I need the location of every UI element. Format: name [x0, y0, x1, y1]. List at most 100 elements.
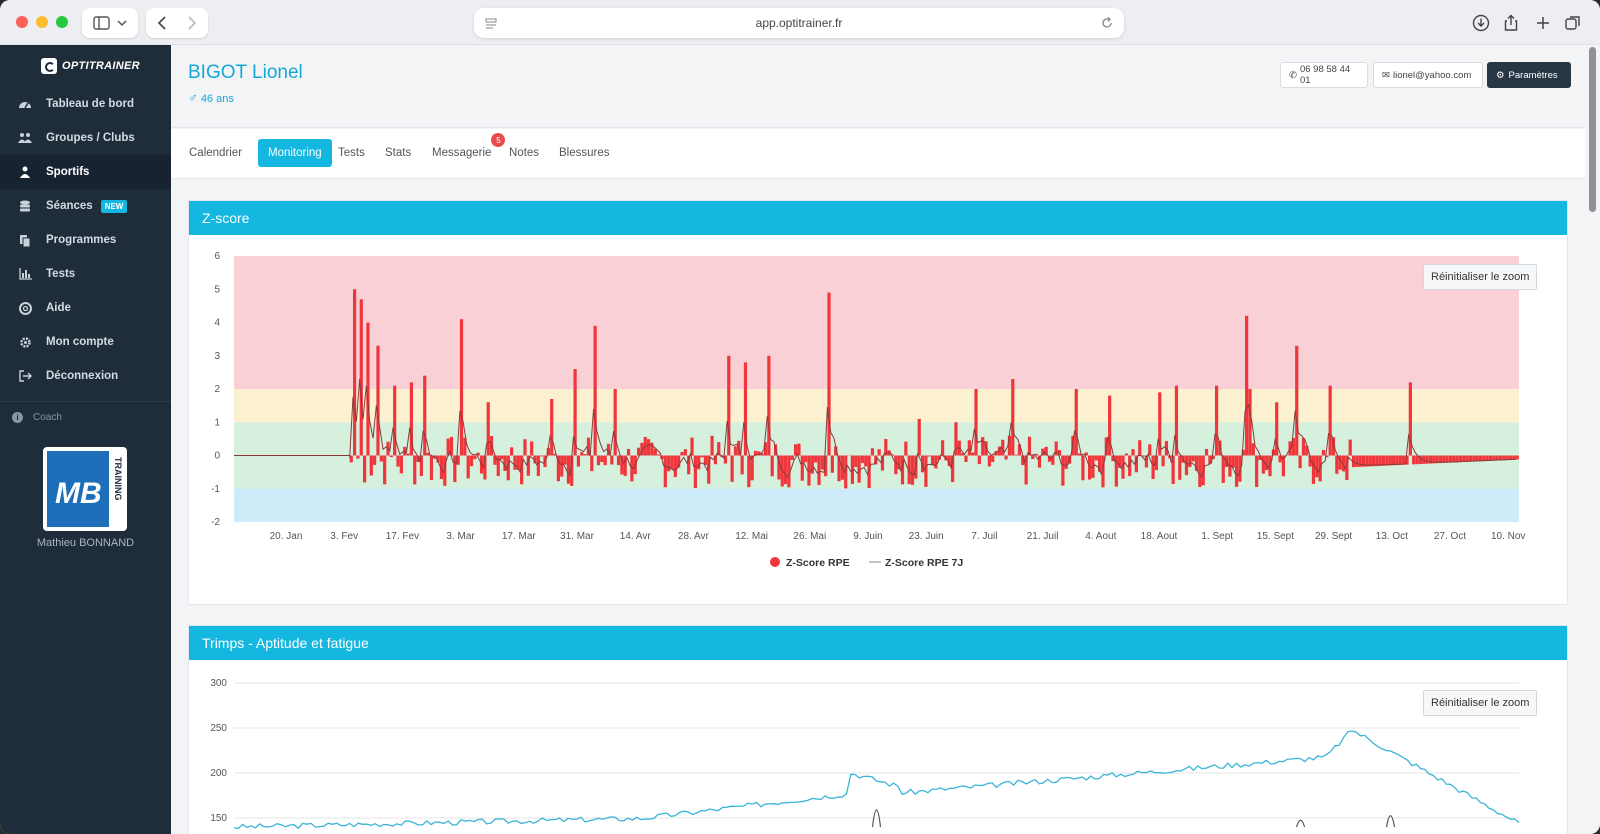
sidebar-item-aide[interactable]: Aide	[0, 291, 171, 325]
x-tick-label: 17. Mar	[502, 531, 537, 542]
z-score-rpe-bar	[917, 418, 921, 456]
z-score-rpe-bar	[1281, 455, 1285, 477]
y-tick-label: 3	[214, 351, 220, 362]
z-score-rpe-bar	[463, 437, 467, 456]
forward-icon[interactable]	[188, 16, 197, 30]
unread-count-badge: 5	[491, 133, 506, 147]
z-score-rpe-bar	[593, 325, 597, 456]
x-tick-label: 21. Juil	[1027, 531, 1059, 542]
zoom-window-button[interactable]	[56, 16, 68, 28]
z-score-rpe-bar	[550, 398, 554, 456]
z-score-rpe-bar	[1358, 455, 1362, 467]
trimps-chart[interactable]: 300 250 200 150	[189, 661, 1567, 834]
y-tick-label: 1	[214, 417, 220, 428]
z-score-rpe-bar	[733, 446, 738, 456]
minimize-window-button[interactable]	[36, 16, 48, 28]
scrollbar-thumb[interactable]	[1589, 47, 1596, 212]
settings-button[interactable]: ⚙ Paramètres	[1487, 62, 1571, 88]
sidebar-item-label: Séances	[46, 200, 93, 212]
sidebar-item-programmes[interactable]: Programmes	[0, 223, 171, 257]
z-score-rpe-bar	[1158, 392, 1162, 456]
z-score-rpe-bar	[844, 455, 848, 489]
back-icon[interactable]	[157, 16, 166, 30]
z-score-rpe-bar	[1498, 455, 1503, 461]
x-tick-label: 9. Juin	[853, 531, 882, 542]
zone-band	[234, 256, 1519, 389]
gear-icon	[18, 335, 32, 349]
z-score-rpe-bar	[1057, 450, 1062, 456]
z-score-rpe-bar	[513, 455, 517, 470]
y-tick-label: 2	[214, 384, 220, 395]
tab-calendrier[interactable]: Calendrier	[189, 147, 243, 159]
z-score-rpe-bar	[533, 455, 537, 464]
z-score-rpe-bar	[383, 455, 387, 485]
aptitude-line	[233, 730, 1520, 830]
z-score-rpe-bar	[1512, 455, 1516, 460]
tab-tests[interactable]: Tests	[338, 147, 365, 159]
z-score-rpe-bar	[1128, 455, 1132, 477]
z-score-rpe-bar	[1124, 453, 1128, 456]
z-score-rpe-bar	[1385, 455, 1389, 466]
download-icon[interactable]	[1470, 12, 1492, 34]
z-score-rpe-bar	[1098, 455, 1102, 472]
z-score-rpe-bar	[1355, 455, 1359, 467]
sidebar-toggle-button[interactable]	[82, 8, 138, 38]
tab-messagerie[interactable]: Messagerie 5	[422, 133, 506, 167]
share-icon[interactable]	[1500, 12, 1522, 34]
browser-toolbar: app.optitrainer.fr	[0, 0, 1600, 45]
close-window-button[interactable]	[16, 16, 28, 28]
z-score-rpe-bar	[981, 437, 985, 456]
z-score-rpe-bar	[379, 455, 383, 462]
page-settings-icon[interactable]	[484, 16, 498, 33]
z-score-rpe-bar	[660, 455, 664, 459]
zscore-chart[interactable]: 6 5 4 3 2 1 0 -1 -2 20. Jan 3. Fev 17. Fev 3. Mar 17.…	[189, 236, 1567, 604]
z-score-rpe-bar	[827, 292, 831, 456]
z-score-rpe-bar	[396, 455, 400, 467]
z-score-rpe-bar	[423, 375, 427, 456]
tab-stats[interactable]: Stats	[385, 147, 412, 159]
reload-icon[interactable]	[1100, 16, 1114, 33]
app-brand[interactable]: OPTITRAINER	[0, 45, 171, 87]
phone-button[interactable]: ✆ 06 98 58 44 01	[1280, 62, 1368, 88]
sidebar-item-seances[interactable]: Séances NEW	[0, 189, 171, 223]
reset-zoom-button[interactable]: Réinitialiser le zoom	[1423, 690, 1538, 716]
z-score-rpe-bar	[626, 448, 631, 456]
x-tick-label: 31. Mar	[560, 531, 595, 542]
y-tick-label: 4	[214, 318, 220, 329]
phone-icon: ✆	[1289, 69, 1297, 81]
tab-blessures[interactable]: Blessures	[559, 147, 610, 159]
sidebar-item-label: Aide	[46, 302, 71, 314]
z-score-rpe-bar	[406, 453, 410, 456]
sidebar-item-tableau-de-bord[interactable]: Tableau de bord	[0, 87, 171, 121]
z-score-rpe-bar	[1268, 455, 1272, 477]
tab-monitoring[interactable]: Monitoring	[258, 139, 332, 167]
z-score-rpe-bar	[1492, 455, 1496, 461]
reset-zoom-button[interactable]: Réinitialiser le zoom	[1423, 264, 1538, 290]
athlete-header: BIGOT Lionel ♂ 46 ans ✆ 06 98 58 44 01 ✉…	[171, 45, 1585, 128]
z-score-rpe-bar	[1455, 455, 1459, 463]
new-tab-icon[interactable]	[1532, 12, 1554, 34]
page-scrollbar[interactable]	[1585, 45, 1600, 834]
sidebar-item-sportifs[interactable]: Sportifs	[0, 155, 171, 189]
tab-notes[interactable]: Notes	[509, 147, 540, 159]
x-tick-label: 17. Fev	[386, 531, 419, 542]
z-score-rpe-bar	[1131, 449, 1135, 456]
fatigue-line	[1385, 815, 1396, 828]
sidebar-item-tests[interactable]: Tests	[0, 257, 171, 291]
z-score-rpe-bar	[1428, 455, 1432, 464]
address-bar[interactable]: app.optitrainer.fr	[474, 8, 1124, 38]
z-score-rpe-bar	[1395, 455, 1399, 466]
z-score-rpe-bar	[1482, 455, 1486, 462]
z-score-rpe-bar	[1371, 455, 1376, 467]
z-score-rpe-bar	[1024, 455, 1028, 485]
z-score-rpe-bar	[503, 455, 507, 471]
tabs-overview-icon[interactable]	[1562, 12, 1584, 34]
sidebar-item-mon-compte[interactable]: Mon compte	[0, 325, 171, 359]
y-tick-label: 300	[210, 678, 227, 689]
z-score-rpe-bar	[1335, 455, 1339, 474]
email-button[interactable]: ✉ lionel@yahoo.com	[1373, 62, 1483, 88]
z-score-rpe-bar	[476, 452, 480, 456]
sidebar-item-deconnexion[interactable]: Déconnexion	[0, 359, 171, 393]
z-score-rpe-bar	[880, 455, 885, 471]
sidebar-item-groupes-clubs[interactable]: Groupes / Clubs	[0, 121, 171, 155]
